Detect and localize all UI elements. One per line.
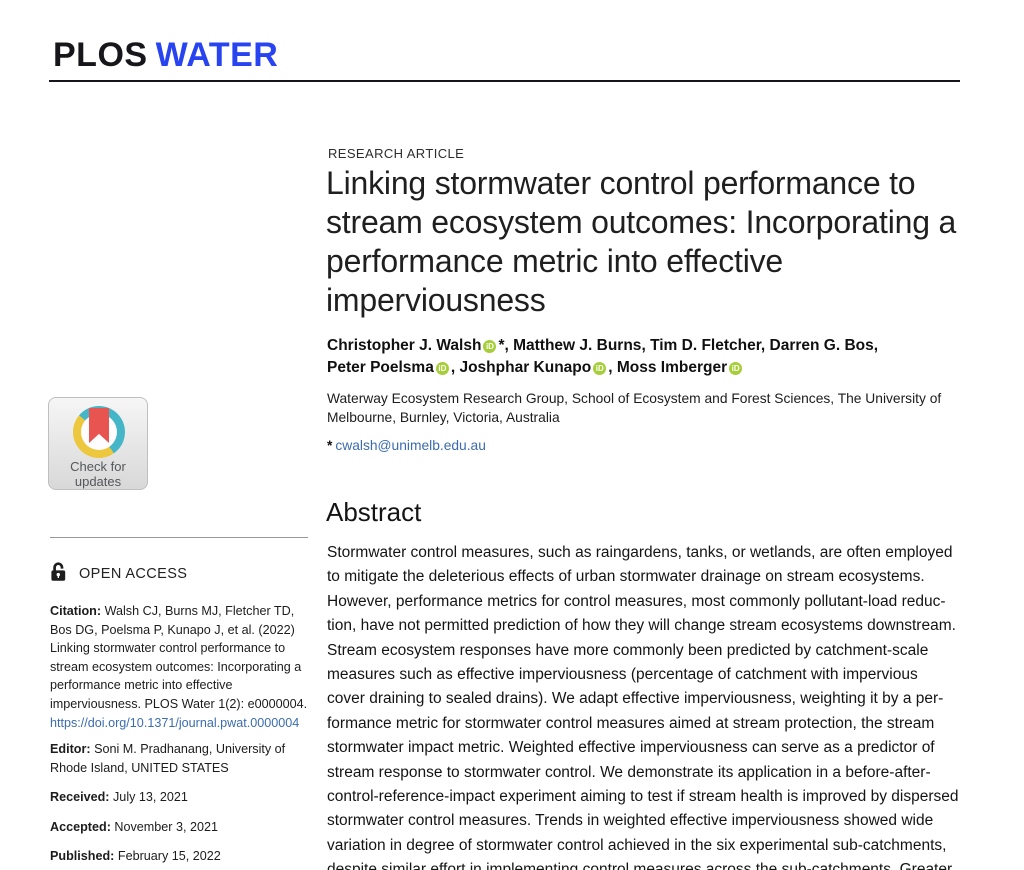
editor-note: Editor: Soni M. Pradhanang, University o… xyxy=(50,740,311,777)
published-note: Published: February 15, 2022 xyxy=(50,847,311,866)
author-name: Peter Poelsma xyxy=(327,359,434,376)
open-lock-icon xyxy=(50,561,71,587)
citation-note: Citation: Walsh CJ, Burns MJ, Fletcher T… xyxy=(50,602,311,732)
author-name: Moss Imberger xyxy=(616,359,728,376)
author-name: Darren G. Bos xyxy=(769,337,874,354)
corresponding-email-link[interactable]: cwalsh@unimelb.edu.au xyxy=(335,438,486,453)
received-label: Received: xyxy=(50,790,110,804)
received-date: July 13, 2021 xyxy=(109,790,188,804)
orcid-icon[interactable]: iD xyxy=(435,362,449,375)
author-separator: , xyxy=(873,337,879,354)
published-label: Published: xyxy=(50,849,115,863)
header-divider xyxy=(49,80,960,82)
citation-text: Walsh CJ, Burns MJ, Fletcher TD, Bos DG,… xyxy=(50,604,308,711)
accepted-note: Accepted: November 3, 2021 xyxy=(50,818,311,837)
corresponding-author-line: * cwalsh@unimelb.edu.au xyxy=(327,438,486,453)
author-separator: , xyxy=(641,337,651,354)
accepted-label: Accepted: xyxy=(50,820,111,834)
sidebar-divider xyxy=(50,537,308,538)
accepted-date: November 3, 2021 xyxy=(110,820,218,834)
author-separator: , xyxy=(760,337,770,354)
author-name: Christopher J. Walsh xyxy=(327,337,482,354)
author-separator: *, xyxy=(498,337,514,354)
open-access-label: OPEN ACCESS xyxy=(79,566,188,582)
article-type-kicker: RESEARCH ARTICLE xyxy=(328,146,465,161)
abstract-heading: Abstract xyxy=(326,497,422,527)
author-name: Matthew J. Burns xyxy=(513,337,642,354)
journal-logo: PLOS WATER xyxy=(53,36,278,75)
open-access-row: OPEN ACCESS xyxy=(50,561,187,587)
author-separator: , xyxy=(450,359,460,376)
crossmark-bookmark-icon xyxy=(89,408,109,443)
orcid-icon[interactable]: iD xyxy=(729,362,743,375)
journal-logo-plos: PLOS xyxy=(53,36,148,74)
editor-text: Soni M. Pradhanang, University of Rhode … xyxy=(50,742,286,775)
doi-link[interactable]: https://doi.org/10.1371/journal.pwat.000… xyxy=(50,715,300,730)
author-name: Joshphar Kunapo xyxy=(459,359,592,376)
orcid-icon[interactable]: iD xyxy=(483,340,497,353)
editor-label: Editor: xyxy=(50,742,91,756)
received-note: Received: July 13, 2021 xyxy=(50,788,311,807)
check-for-updates-label: Check for updates xyxy=(70,459,126,489)
orcid-icon[interactable]: iD xyxy=(593,362,607,375)
citation-label: Citation: xyxy=(50,604,102,618)
article-title: Linking stormwater control performance t… xyxy=(326,165,957,318)
corresponding-marker: * xyxy=(327,438,333,453)
author-separator: , xyxy=(608,359,617,376)
abstract-text: Stormwater control measures, such as rai… xyxy=(327,544,959,870)
published-date: February 15, 2022 xyxy=(114,849,221,863)
affiliation: Waterway Ecosystem Research Group, Schoo… xyxy=(327,391,942,425)
author-name: Tim D. Fletcher xyxy=(650,337,761,354)
check-for-updates-badge[interactable]: Check for updates xyxy=(48,397,148,490)
journal-logo-water: WATER xyxy=(155,36,279,74)
author-list: Christopher J. Walsh iD *, Matthew J. Burn… xyxy=(327,335,992,379)
crossmark-logo-icon xyxy=(73,406,125,458)
